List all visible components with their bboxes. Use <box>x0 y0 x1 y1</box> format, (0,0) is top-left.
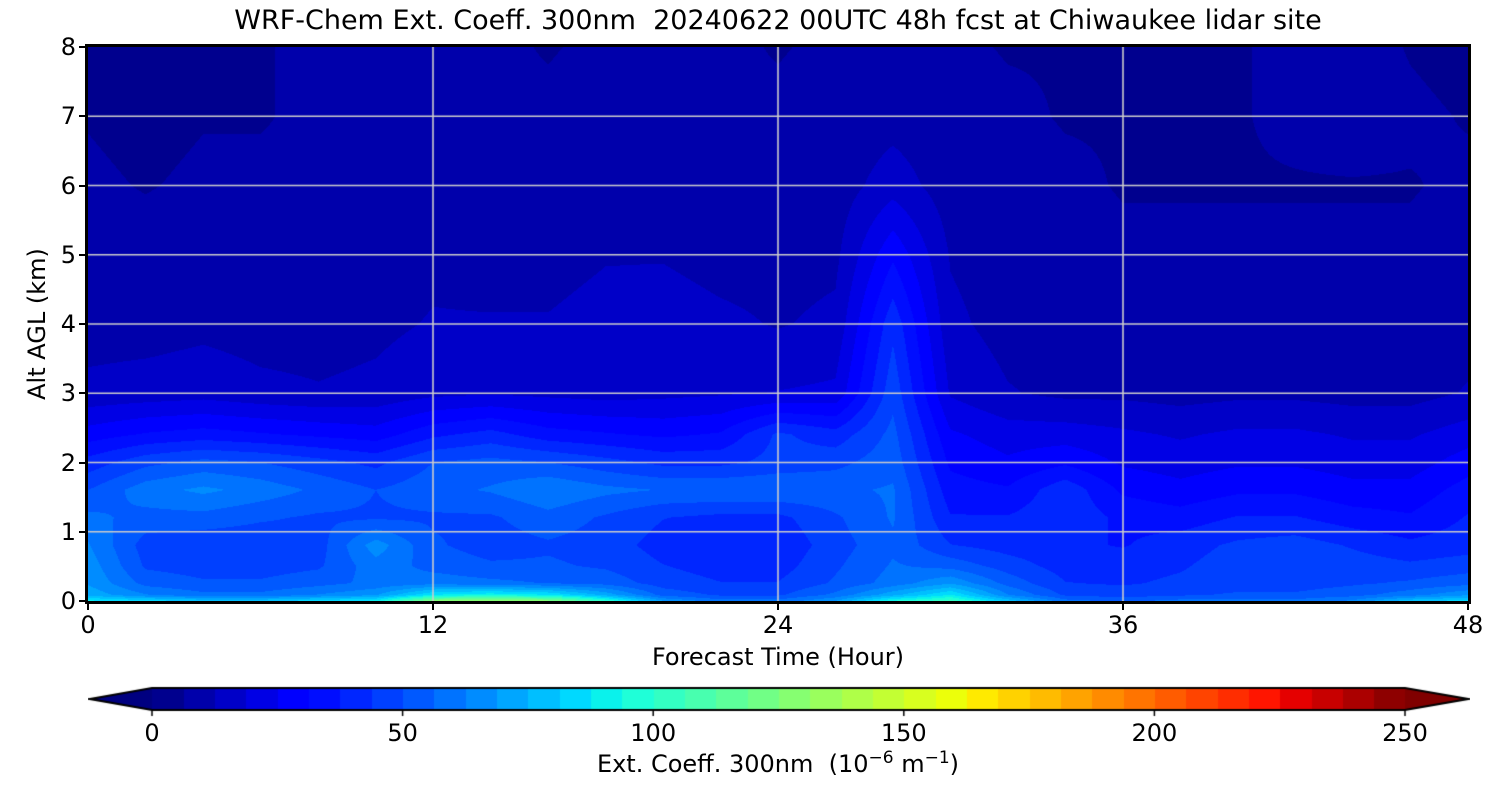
y-tick-label: 7 <box>60 102 76 131</box>
y-tick-mark <box>79 253 85 256</box>
y-tick-label: 1 <box>60 517 76 546</box>
x-tick-label: 12 <box>417 611 449 639</box>
x-axis-label: Forecast Time (Hour) <box>651 643 905 671</box>
x-tick-mark <box>777 604 779 610</box>
chart-title: WRF-Chem Ext. Coeff. 300nm 20240622 00UT… <box>234 5 1322 36</box>
colorbar-canvas <box>88 686 1470 720</box>
x-tick-label: 36 <box>1107 611 1139 639</box>
colorbar-tick-label: 50 <box>387 719 418 747</box>
colorbar-tick-label: 100 <box>630 719 677 747</box>
y-tick-mark <box>79 600 85 602</box>
colorbar-label-text-3: ) <box>949 750 960 778</box>
y-tick-mark <box>79 46 85 48</box>
y-tick-label: 6 <box>60 171 76 200</box>
y-tick-label: 8 <box>60 33 76 61</box>
x-tick-mark <box>432 604 434 610</box>
y-tick-mark <box>79 184 85 187</box>
colorbar-tick-label: 150 <box>880 719 927 747</box>
y-tick-mark <box>79 323 85 325</box>
colorbar-label-sup-1: −6 <box>868 748 894 768</box>
y-tick-label: 2 <box>60 448 76 477</box>
y-tick-mark <box>79 461 85 464</box>
heatmap-canvas <box>88 47 1468 601</box>
y-tick-mark <box>79 115 85 118</box>
plot-area <box>85 44 1471 604</box>
colorbar-tick-label: 0 <box>144 719 160 747</box>
x-tick-mark <box>1122 604 1124 610</box>
y-tick-mark <box>79 392 85 395</box>
colorbar-label-text-2: m <box>893 750 925 778</box>
x-tick-label: 48 <box>1452 611 1484 639</box>
y-tick-label: 5 <box>60 240 76 269</box>
x-tick-label: 0 <box>80 611 96 639</box>
x-tick-mark <box>1467 604 1469 610</box>
colorbar-label-text-1: Ext. Coeff. 300nm (10 <box>596 750 869 778</box>
y-tick-label: 3 <box>60 379 76 408</box>
x-tick-mark <box>87 604 89 610</box>
x-tick-label: 24 <box>762 611 794 639</box>
colorbar-tick-label: 200 <box>1131 719 1178 747</box>
colorbar-tick-label: 250 <box>1382 719 1428 747</box>
y-tick-mark <box>79 530 85 533</box>
y-tick-label: 0 <box>60 587 76 615</box>
colorbar-label-sup-2: −1 <box>924 748 950 768</box>
colorbar-label: Ext. Coeff. 300nm (10−6 m−1) <box>88 748 1468 779</box>
y-tick-label: 4 <box>60 310 76 338</box>
